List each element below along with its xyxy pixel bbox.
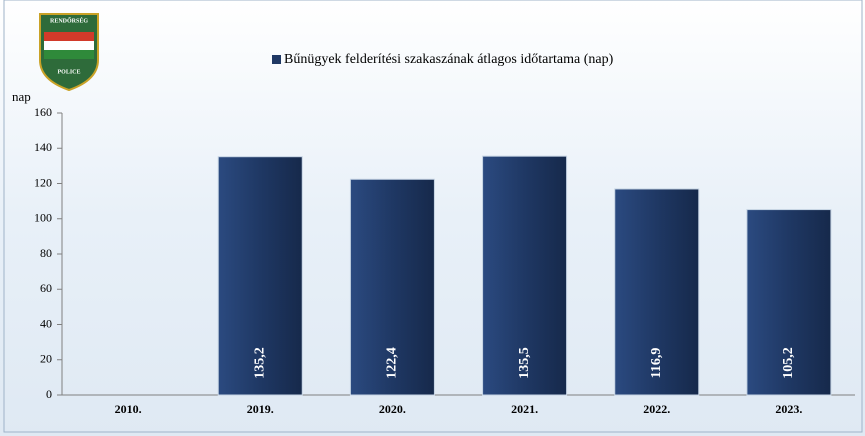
legend-swatch [272,55,281,64]
logo-stripe [44,41,94,50]
y-axis-label: nap [12,89,31,104]
y-tick-label: 60 [40,281,52,295]
logo-text: POLICE [57,69,80,75]
x-tick-label: 2022. [643,402,670,416]
x-tick-label: 2020. [379,402,406,416]
bar [746,209,832,396]
logo-text: RENDŐRSÉG [50,16,88,24]
bar [614,188,700,396]
bar [349,178,435,396]
logo-stripe [44,50,94,59]
data-label: 105,2 [781,347,796,379]
frame [3,0,863,433]
y-tick-label: 120 [34,175,52,189]
logo: RENDŐRSÉG POLICE [39,13,99,92]
x-tick-label: 2019. [247,402,274,416]
data-label: 135,2 [252,347,267,379]
y-tick-label: 100 [34,211,52,225]
y-tick-label: 160 [34,105,52,119]
x-tick-label: 2021. [511,402,538,416]
legend-label: Bűnügyek felderítési szakaszának átlagos… [284,52,614,67]
bar [482,155,568,396]
bar [217,156,303,396]
x-tick-label: 2023. [775,402,802,416]
y-tick-label: 0 [46,387,52,401]
x-tick-label: 2010. [115,402,142,416]
y-tick-label: 140 [34,140,52,154]
y-tick-label: 20 [40,352,52,366]
data-label: 135,5 [517,347,532,379]
data-label: 116,9 [649,348,664,379]
data-label: 122,4 [385,347,400,379]
logo-stripe [44,32,94,41]
y-tick-label: 40 [40,316,52,330]
y-tick-label: 80 [40,246,52,260]
